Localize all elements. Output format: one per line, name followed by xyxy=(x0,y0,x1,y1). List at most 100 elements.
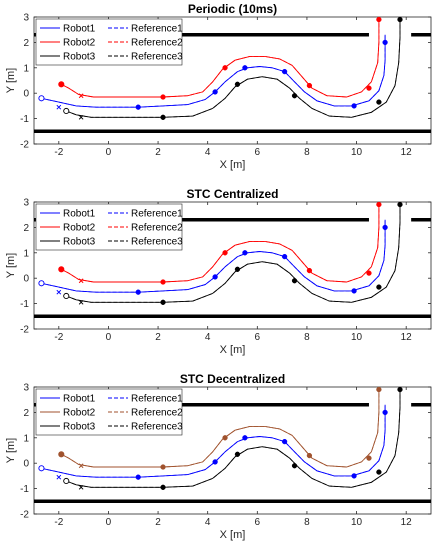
robot-sample-marker xyxy=(306,82,313,89)
x-tick-label: 8 xyxy=(304,147,310,158)
robot-sample-marker xyxy=(376,16,382,23)
y-tick-label: 0 xyxy=(23,459,29,470)
robot-sample-marker xyxy=(366,85,372,91)
x-tick-label: 10 xyxy=(351,332,363,343)
reference-start-marker xyxy=(56,474,62,480)
legend-label-reference: Reference2 xyxy=(131,38,183,49)
y-tick-label: -2 xyxy=(20,510,29,521)
robot-sample-marker xyxy=(212,459,218,465)
robot-sample-marker xyxy=(222,435,228,441)
x-tick-label: 6 xyxy=(255,147,261,158)
robot-sample-marker xyxy=(160,94,166,100)
legend-label-robot: Robot3 xyxy=(63,422,96,433)
legend-label-reference: Reference2 xyxy=(131,223,183,234)
robot-sample-marker xyxy=(234,266,241,272)
y-tick-label: 1 xyxy=(23,433,29,444)
robot-sample-marker xyxy=(351,288,357,294)
robot-line-2 xyxy=(61,204,380,283)
robot-sample-marker xyxy=(376,284,382,290)
robot-sample-marker xyxy=(58,81,64,87)
robot-sample-marker xyxy=(397,16,403,23)
y-tick-label: 1 xyxy=(23,63,29,74)
x-tick-label: 2 xyxy=(155,147,161,158)
legend-label-robot: Robot3 xyxy=(63,237,96,248)
legend-label-robot: Robot1 xyxy=(63,209,96,220)
robot-sample-marker xyxy=(291,93,298,99)
robot-sample-marker xyxy=(212,89,218,95)
x-tick-label: 12 xyxy=(401,147,413,158)
y-tick-label: -2 xyxy=(20,140,29,151)
y-axis-label: Y [m] xyxy=(5,68,17,93)
reference-start-marker xyxy=(78,114,84,120)
x-tick-label: 12 xyxy=(401,517,413,528)
legend-label-reference: Reference3 xyxy=(131,422,183,433)
robot-sample-marker xyxy=(222,250,228,256)
robot-sample-marker xyxy=(234,81,241,87)
x-tick-label: 4 xyxy=(205,332,211,343)
robot-sample-marker xyxy=(397,386,403,393)
robot-sample-marker xyxy=(212,274,218,280)
y-tick-label: 2 xyxy=(23,38,29,49)
x-tick-label: 2 xyxy=(155,332,161,343)
robot-sample-marker xyxy=(366,455,372,461)
robot-start-marker xyxy=(38,280,45,287)
chart-title: STC Decentralized xyxy=(180,372,285,386)
y-tick-label: -1 xyxy=(20,114,29,125)
robot-sample-marker xyxy=(351,103,357,109)
legend-label-robot: Robot2 xyxy=(63,38,96,49)
reference-start-marker xyxy=(78,463,84,469)
x-tick-label: 6 xyxy=(255,517,261,528)
reference-start-marker xyxy=(56,104,62,110)
legend-label-reference: Reference3 xyxy=(131,52,183,63)
robot-sample-marker xyxy=(160,299,166,305)
x-tick-label: 12 xyxy=(401,332,413,343)
legend-label-robot: Robot1 xyxy=(63,24,96,35)
x-tick-label: 10 xyxy=(351,517,363,528)
robot-start-marker xyxy=(38,95,45,102)
legend-label-robot: Robot3 xyxy=(63,52,96,63)
x-tick-label: 8 xyxy=(304,517,310,528)
robot-sample-marker xyxy=(376,99,382,105)
robot-sample-marker xyxy=(376,386,382,393)
x-axis-label: X [m] xyxy=(220,344,246,356)
legend: Robot1 Reference1 Robot2 Reference2 Robot3 Re… xyxy=(35,203,183,251)
robot-sample-marker xyxy=(397,201,403,208)
robot-sample-marker xyxy=(306,452,313,459)
reference-start-marker xyxy=(78,278,84,284)
x-tick-label: 2 xyxy=(155,517,161,528)
y-tick-label: 2 xyxy=(23,223,29,234)
reference-start-marker xyxy=(78,93,84,99)
x-tick-label: 4 xyxy=(205,147,211,158)
robot-line-3 xyxy=(66,389,401,488)
robot-sample-marker xyxy=(242,435,248,441)
robot-sample-marker xyxy=(58,266,64,272)
legend: Robot1 Reference1 Robot2 Reference2 Robot3 Re… xyxy=(35,388,183,436)
legend-label-reference: Reference2 xyxy=(131,408,183,419)
robot-sample-marker xyxy=(281,68,288,75)
y-tick-label: 3 xyxy=(23,13,29,24)
x-tick-label: -2 xyxy=(54,147,63,158)
robot-sample-marker xyxy=(291,278,298,284)
legend-label-reference: Reference1 xyxy=(131,24,183,35)
reference-start-marker xyxy=(56,289,62,295)
y-tick-label: 1 xyxy=(23,248,29,259)
robot-line-2 xyxy=(61,389,380,468)
legend-label-robot: Robot2 xyxy=(63,408,96,419)
legend-label-robot: Robot2 xyxy=(63,223,96,234)
y-tick-label: 0 xyxy=(23,89,29,100)
robot-line-2 xyxy=(61,19,380,98)
x-axis-label: X [m] xyxy=(220,159,246,171)
robot-sample-marker xyxy=(382,409,388,416)
robot-line-3 xyxy=(66,204,401,303)
x-tick-label: 0 xyxy=(106,332,112,343)
robot-start-marker xyxy=(63,292,70,300)
robot-sample-marker xyxy=(160,464,166,470)
robot-line-3 xyxy=(66,19,401,118)
legend-label-reference: Reference1 xyxy=(131,394,183,405)
reference-start-marker xyxy=(78,299,84,305)
robot-sample-marker xyxy=(135,289,141,295)
